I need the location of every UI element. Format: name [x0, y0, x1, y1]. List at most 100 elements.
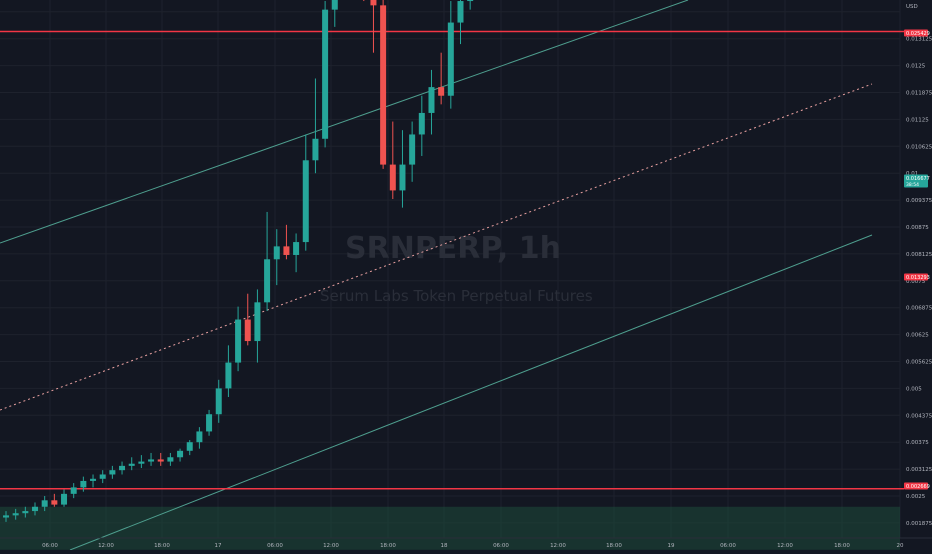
candle[interactable] [12, 508, 19, 520]
candle[interactable] [312, 78, 319, 174]
candle-body [215, 388, 222, 415]
candle[interactable] [418, 95, 425, 156]
candle-body [438, 87, 445, 96]
top-level-price-label [904, 29, 928, 37]
candle[interactable] [380, 0, 387, 169]
time-tick-label: 18:00 [834, 543, 850, 549]
candle-body [61, 493, 68, 505]
candle[interactable] [447, 1, 454, 109]
price-tick-label: 0.00875 [906, 225, 929, 231]
candle-body [22, 511, 29, 514]
candle-body [273, 246, 280, 260]
candle[interactable] [167, 452, 174, 466]
candle[interactable] [51, 493, 58, 507]
mid-level-price-label [904, 273, 928, 281]
candle[interactable] [389, 121, 396, 200]
channel-lower-line[interactable] [69, 234, 873, 551]
candle[interactable] [322, 1, 329, 148]
candle-body [447, 22, 454, 96]
candle[interactable] [293, 233, 300, 273]
candle[interactable] [196, 427, 203, 449]
candle[interactable] [244, 293, 251, 346]
time-tick-label: 18 [441, 543, 448, 549]
channel-median-line[interactable] [0, 83, 873, 411]
price-tick-label: 0.003125 [906, 467, 932, 473]
price-tick-label: 0.0075 [906, 279, 926, 285]
candle[interactable] [109, 465, 116, 479]
candle[interactable] [283, 224, 290, 260]
candle[interactable] [254, 289, 261, 363]
candle[interactable] [70, 483, 77, 499]
candle-body [264, 259, 271, 303]
candle[interactable] [331, 0, 338, 27]
time-tick-label: 17 [215, 543, 222, 549]
candle[interactable] [438, 52, 445, 105]
time-tick-label: 18:00 [606, 543, 622, 549]
time-tick-label: 19 [668, 543, 675, 549]
candle-countdown-text: 38:54 [906, 182, 919, 188]
low-level-price-text: 0.002669 [906, 484, 930, 490]
candle-body [12, 513, 19, 516]
candle[interactable] [80, 476, 87, 492]
candle[interactable] [370, 0, 377, 53]
candle[interactable] [157, 452, 164, 466]
candle[interactable] [264, 211, 271, 311]
candle[interactable] [61, 489, 68, 507]
price-tick-label: 0.005625 [906, 360, 932, 366]
candle[interactable] [302, 134, 309, 251]
price-labels: 0.025429 0.016677 38:54 0.013293 0.00266… [904, 29, 930, 490]
candle-body [206, 414, 213, 432]
candle-body [225, 362, 232, 389]
candle-body [128, 463, 135, 466]
price-axis-currency: USD [906, 4, 918, 10]
channel-upper-line[interactable] [0, 0, 689, 244]
time-tick-label: 06:00 [42, 543, 58, 549]
candle[interactable] [399, 130, 406, 208]
candle-body [467, 0, 474, 2]
candles[interactable] [3, 0, 570, 522]
candle[interactable] [32, 502, 39, 516]
candle[interactable] [235, 306, 242, 372]
candle[interactable] [409, 121, 416, 182]
current-price-text: 0.016677 [906, 176, 930, 182]
price-tick-label: 0.013125 [906, 37, 932, 43]
price-tick-label: 0.00625 [906, 333, 929, 339]
candle[interactable] [428, 69, 435, 135]
candle[interactable] [215, 379, 222, 423]
candle[interactable] [90, 474, 97, 488]
candle[interactable] [99, 470, 106, 484]
candle[interactable] [3, 511, 9, 522]
candle[interactable] [467, 0, 474, 10]
parallel-channel[interactable] [0, 0, 873, 551]
top-level-price-text: 0.025429 [906, 31, 930, 37]
time-axis[interactable]: 06:00 12:00 18:00 17 06:00 12:00 18:00 18 06:00 1… [0, 537, 932, 549]
grid [0, 0, 901, 538]
candle-body [167, 457, 174, 462]
candle[interactable] [225, 345, 232, 398]
candle[interactable] [41, 496, 48, 512]
support-zone [0, 506, 900, 550]
candle-body [322, 9, 329, 139]
candle[interactable] [148, 452, 155, 466]
candle[interactable] [273, 229, 280, 286]
price-axis[interactable]: USD 0.001875 0.0025 0.003125 0.00375 0.00437… [906, 4, 932, 527]
candle[interactable] [186, 440, 193, 456]
candle-body [244, 319, 251, 342]
price-tick-label: 0.0125 [906, 64, 926, 70]
time-tick-label: 12:00 [550, 543, 566, 549]
candle[interactable] [119, 461, 126, 475]
candle[interactable] [22, 506, 29, 518]
candle[interactable] [138, 455, 145, 469]
candle[interactable] [457, 0, 464, 45]
candle-body [293, 242, 300, 255]
candle-body [409, 134, 416, 165]
price-tick-label: 0.009375 [906, 198, 932, 204]
candle[interactable] [128, 457, 135, 471]
candle[interactable] [177, 448, 184, 462]
candle[interactable] [206, 409, 213, 436]
candle-body [138, 461, 145, 464]
candle-body [312, 138, 319, 161]
